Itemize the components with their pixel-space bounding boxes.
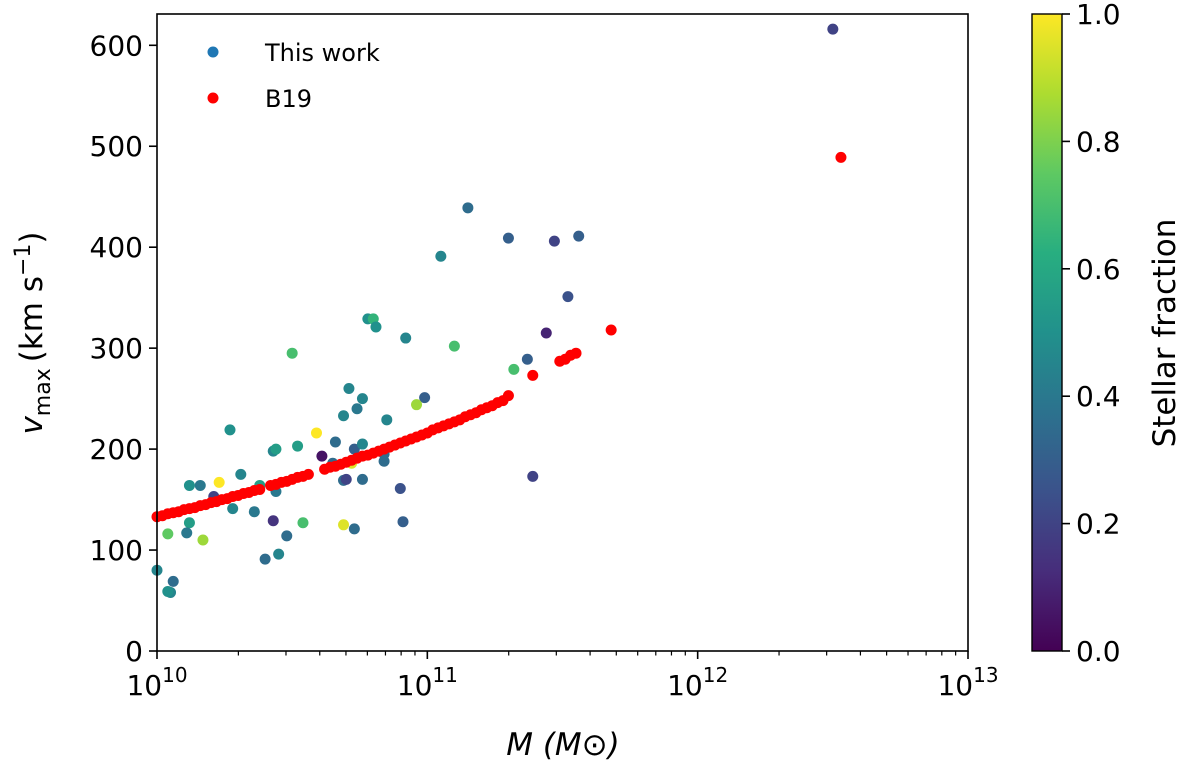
this-work-point	[338, 410, 350, 422]
x-axis-label: M (M⊙)	[506, 727, 620, 763]
this-work-point	[181, 527, 193, 539]
x-tick-label: 1011	[397, 663, 458, 702]
this-work-point	[356, 438, 368, 450]
this-work-point	[548, 235, 560, 247]
b19-point	[502, 390, 514, 402]
this-work-point	[351, 403, 363, 415]
this-work-point	[338, 519, 350, 531]
this-work-point	[448, 340, 460, 352]
y-tick-label: 0	[125, 635, 143, 668]
legend-marker-this-work	[207, 46, 219, 58]
colorbar-label: Stellar fraction	[1147, 219, 1183, 448]
colorbar-tick-label: 0.2	[1076, 508, 1121, 541]
colorbar-tick-label: 1.0	[1076, 0, 1121, 31]
colorbar-tick-label: 0.6	[1076, 253, 1121, 286]
this-work-point	[235, 468, 247, 480]
colorbar-ticks: 0.0 0.2 0.4 0.6 0.8 1.0	[1062, 0, 1121, 668]
this-work-point	[340, 473, 352, 485]
this-work-point	[286, 347, 298, 359]
this-work-point	[227, 503, 239, 515]
this-work-point	[348, 443, 360, 455]
this-work-point	[411, 399, 423, 411]
this-work-point	[343, 383, 355, 395]
this-work-point	[329, 436, 341, 448]
y-tick-label: 600	[90, 29, 143, 62]
this-work-point	[162, 585, 174, 597]
this-work-point	[194, 479, 206, 491]
this-work-point	[316, 450, 328, 462]
b19-point	[570, 347, 582, 359]
legend-label-b19: B19	[265, 85, 312, 113]
colorbar: 0.0 0.2 0.4 0.6 0.8 1.0 Stellar fraction	[1031, 0, 1183, 668]
this-work-point	[348, 523, 360, 535]
this-work-point	[502, 232, 514, 244]
this-work-point	[508, 363, 520, 375]
this-work-point	[197, 534, 209, 546]
this-work-point	[540, 327, 552, 339]
this-work-point	[270, 443, 282, 455]
this-work-point	[297, 517, 309, 529]
legend: This work B19	[207, 39, 380, 113]
this-work-point	[310, 427, 322, 439]
y-tick-label: 300	[90, 332, 143, 365]
b19-point	[527, 369, 539, 381]
y-axis-label: vmax(km s−1)	[11, 231, 56, 434]
this-work-point	[273, 548, 285, 560]
this-work-point	[562, 291, 574, 303]
colorbar-tick-label: 0.4	[1076, 380, 1121, 413]
legend-label-this-work: This work	[264, 39, 380, 67]
legend-marker-b19	[207, 92, 219, 104]
this-work-point	[224, 424, 236, 436]
colorbar-tick-label: 0.0	[1076, 635, 1121, 668]
this-work-point	[281, 530, 293, 542]
b19-point	[302, 468, 314, 480]
b19-point	[835, 151, 847, 163]
this-work-point	[400, 332, 412, 344]
this-work-point	[397, 516, 409, 528]
y-tick-label: 200	[90, 433, 143, 466]
this-work-point	[394, 482, 406, 494]
this-work-point	[370, 321, 382, 333]
this-work-point	[267, 515, 279, 527]
this-work-point	[573, 230, 585, 242]
plot-frame	[156, 13, 969, 652]
x-tick-label: 1010	[126, 663, 187, 702]
this-work-point	[248, 506, 260, 518]
this-work-point	[167, 575, 179, 587]
this-work-point	[435, 250, 447, 262]
this-work-point	[213, 476, 225, 488]
y-tick-label: 100	[90, 534, 143, 567]
this-work-point	[183, 479, 195, 491]
x-tick-label: 1012	[667, 663, 728, 702]
y-tick-label: 400	[90, 231, 143, 264]
y-axis: 0 100 200 300 400 500 600	[90, 29, 157, 668]
this-work-point	[521, 353, 533, 365]
b19-point	[605, 324, 617, 336]
this-work-point	[419, 392, 431, 404]
colorbar-tick-label: 0.8	[1076, 125, 1121, 158]
this-work-point	[292, 440, 304, 452]
this-work-point	[162, 528, 174, 540]
x-axis: 1010 1011 1012 1013	[126, 651, 999, 702]
x-tick-label: 1013	[937, 663, 998, 702]
data-points	[151, 23, 847, 598]
this-work-point	[259, 553, 271, 565]
this-work-point	[356, 393, 368, 405]
this-work-point	[183, 517, 195, 529]
y-tick-label: 500	[90, 130, 143, 163]
this-work-point	[381, 414, 393, 426]
this-work-point	[827, 23, 839, 35]
b19-point	[254, 483, 266, 495]
colorbar-gradient	[1031, 13, 1063, 652]
this-work-point	[462, 202, 474, 214]
this-work-point	[356, 473, 368, 485]
this-work-point	[527, 470, 539, 482]
